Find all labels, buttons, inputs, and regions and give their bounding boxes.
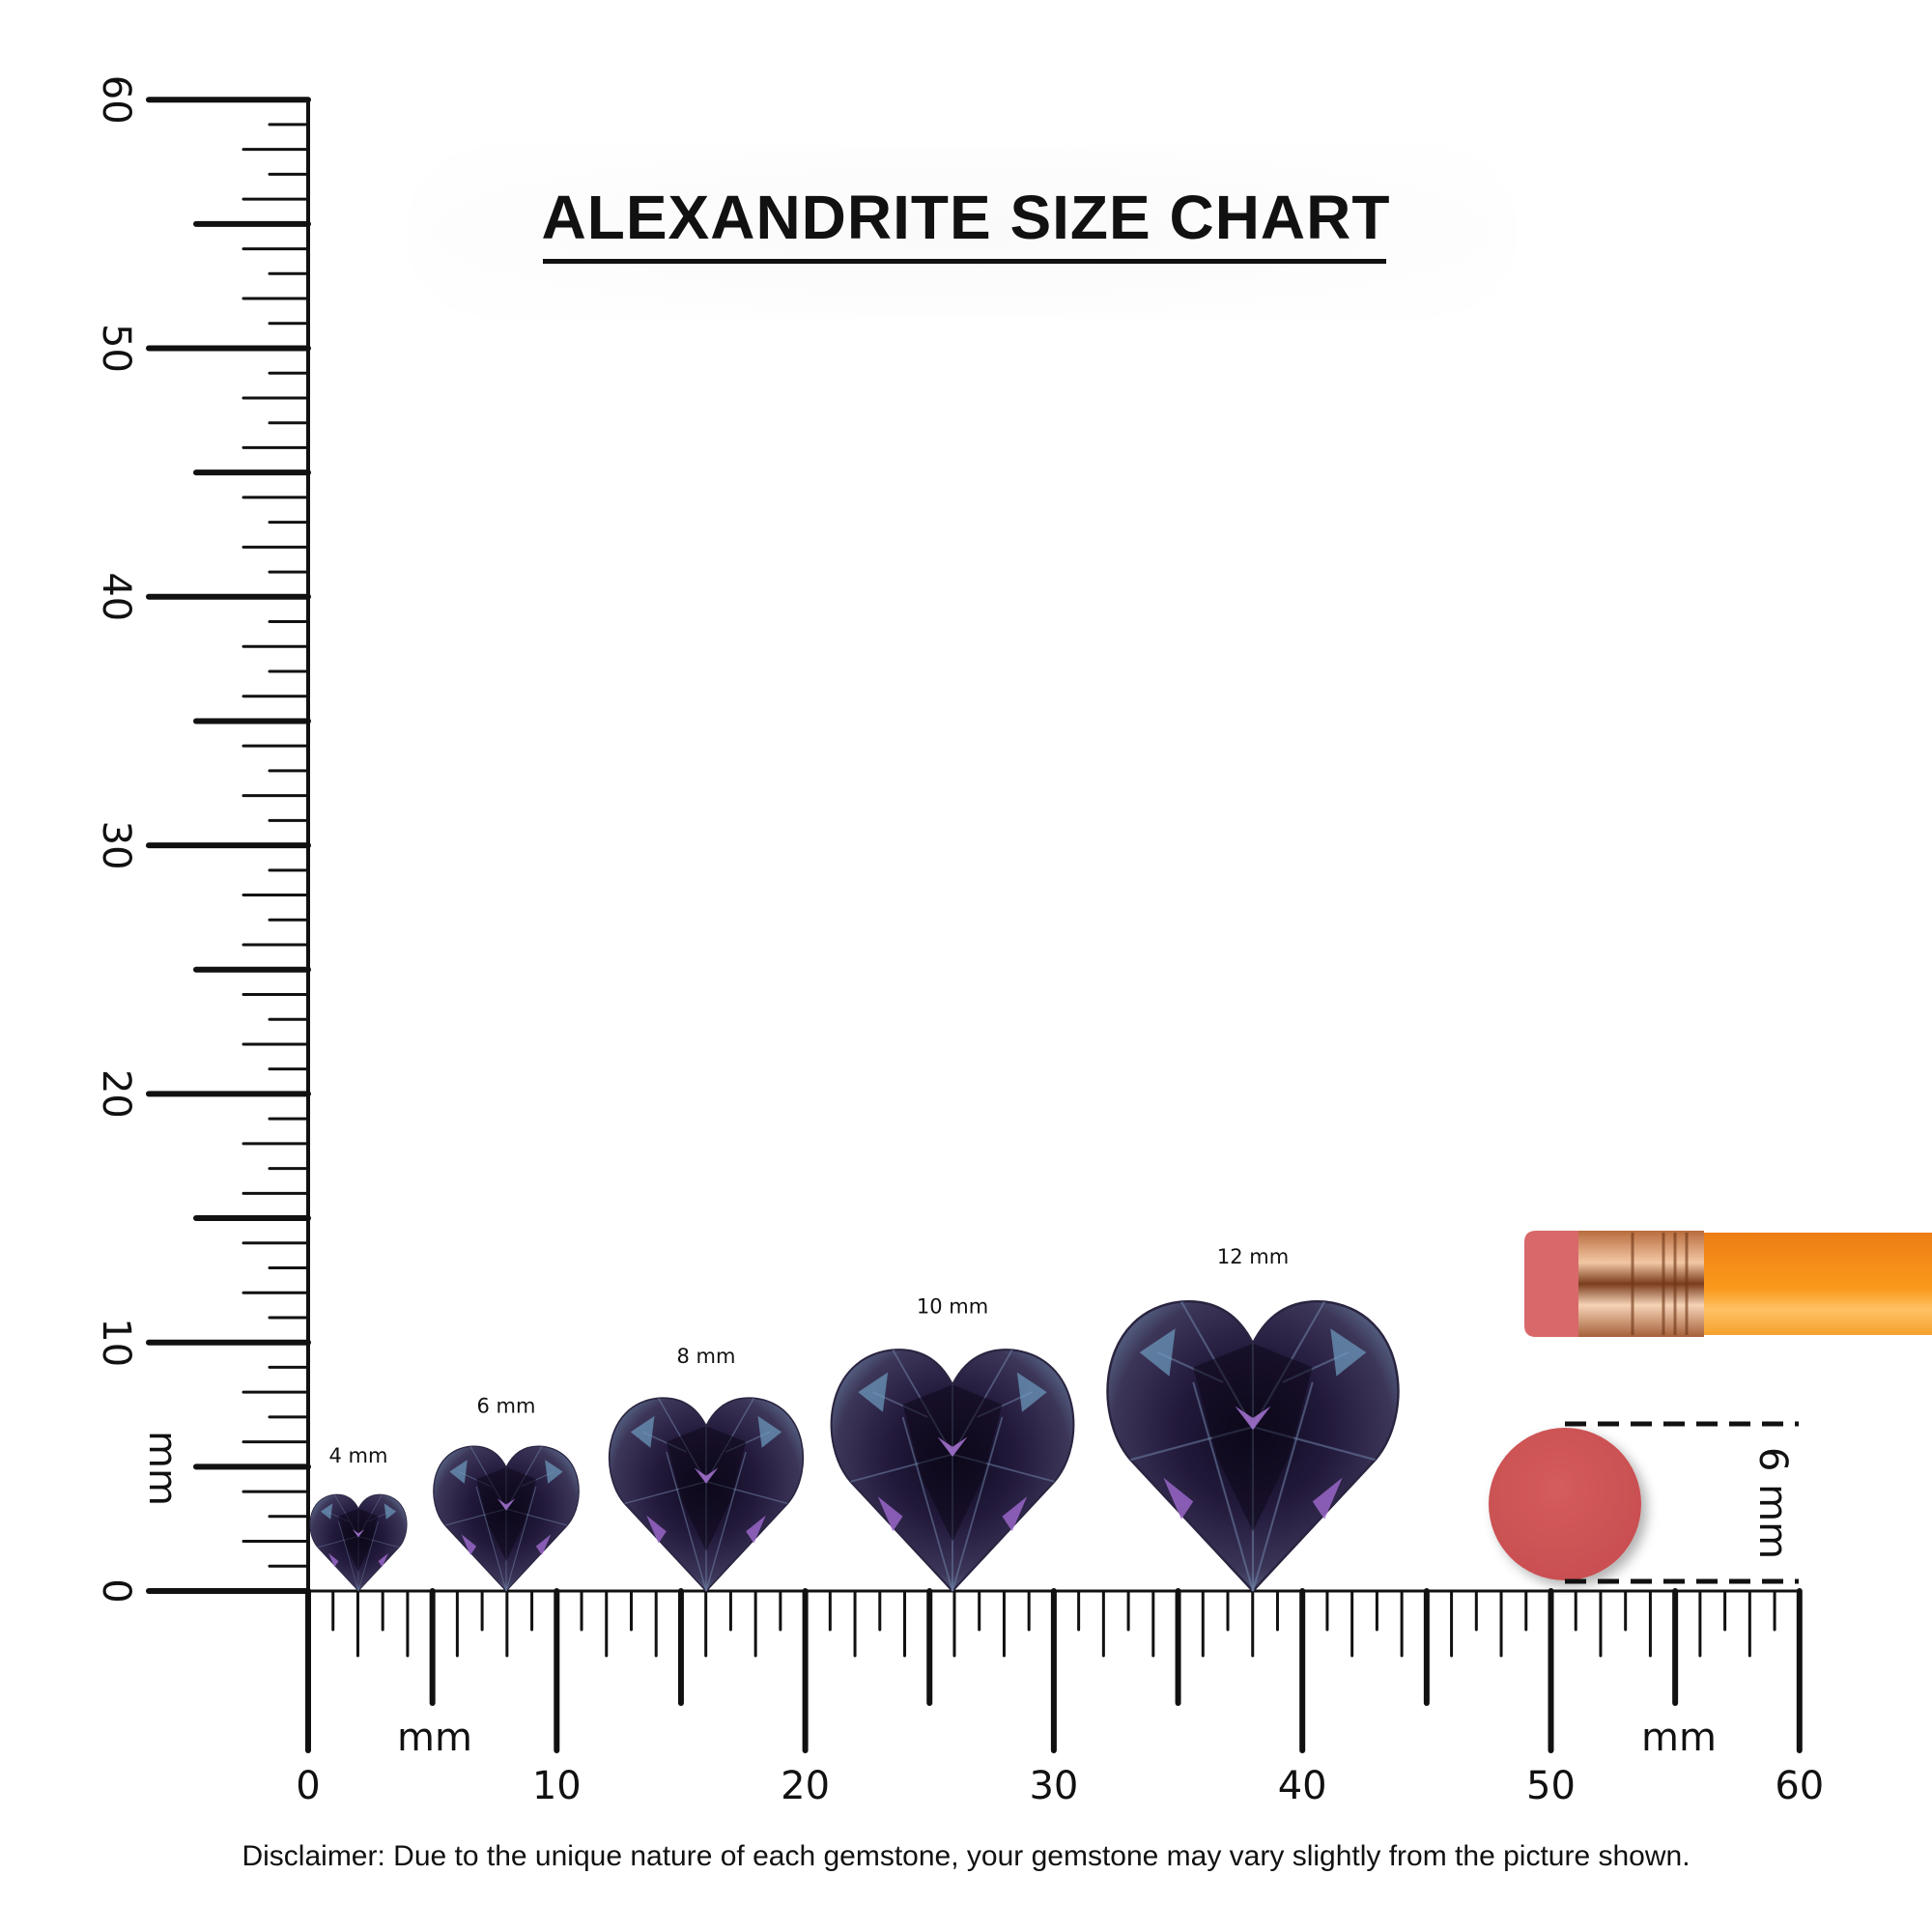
pencil-ferrule: [1577, 1231, 1704, 1337]
vertical-unit-label: mm: [140, 1431, 185, 1506]
gem-size-label: 6 mm: [477, 1395, 536, 1418]
horizontal-ruler-label: 10: [532, 1764, 582, 1808]
heart-gem: [1106, 1300, 1400, 1593]
vertical-ruler-label: 20: [94, 1069, 138, 1119]
heart-gem: [433, 1445, 580, 1592]
horizontal-unit-label: mm: [1641, 1716, 1717, 1760]
vertical-ruler-label: 0: [94, 1578, 138, 1603]
gem-size-label: 10 mm: [917, 1295, 988, 1319]
vertical-ruler-label: 60: [94, 75, 138, 125]
heart-gem: [309, 1493, 408, 1592]
pencil-body: [1702, 1233, 1932, 1335]
title-backdrop: [406, 145, 1517, 319]
horizontal-ruler-label: 20: [781, 1764, 830, 1808]
eraser-reference: 6 mm: [1489, 1421, 1799, 1584]
horizontal-ruler-label: 60: [1775, 1764, 1824, 1808]
pencil-illustration: [1524, 1231, 1932, 1337]
horizontal-ruler-label: 30: [1029, 1764, 1078, 1808]
page-title: ALEXANDRITE SIZE CHART: [541, 183, 1391, 252]
vertical-ruler-label: 10: [94, 1318, 138, 1367]
gem-row: 4 mm 6 mm 8 mm 10 mm 12 mm: [309, 1245, 1400, 1593]
vertical-ruler-label: 40: [94, 572, 138, 621]
horizontal-ruler: 0 10 20 30 40 50 60 mm mm: [296, 1588, 1824, 1808]
horizontal-ruler-label: 50: [1526, 1764, 1576, 1808]
pencil-eraser: [1524, 1231, 1578, 1337]
gem-size-label: 8 mm: [677, 1345, 736, 1368]
horizontal-ruler-label: 0: [296, 1764, 320, 1808]
vertical-ruler-label: 30: [94, 821, 138, 870]
heart-gem: [608, 1397, 805, 1593]
vertical-ruler: 0 10 20 30 40 50 60 mm: [94, 75, 311, 1604]
disclaimer-text: Disclaimer: Due to the unique nature of …: [242, 1840, 1690, 1872]
gem-size-label: 12 mm: [1217, 1245, 1289, 1268]
eraser-circle: [1489, 1428, 1641, 1580]
horizontal-ruler-label: 40: [1278, 1764, 1327, 1808]
heart-gem: [830, 1349, 1075, 1593]
gem-size-label: 4 mm: [329, 1444, 388, 1467]
horizontal-unit-label: mm: [397, 1716, 472, 1760]
vertical-ruler-label: 50: [94, 324, 138, 373]
eraser-size-label: 6 mm: [1750, 1447, 1795, 1559]
title-underline: [543, 259, 1386, 264]
